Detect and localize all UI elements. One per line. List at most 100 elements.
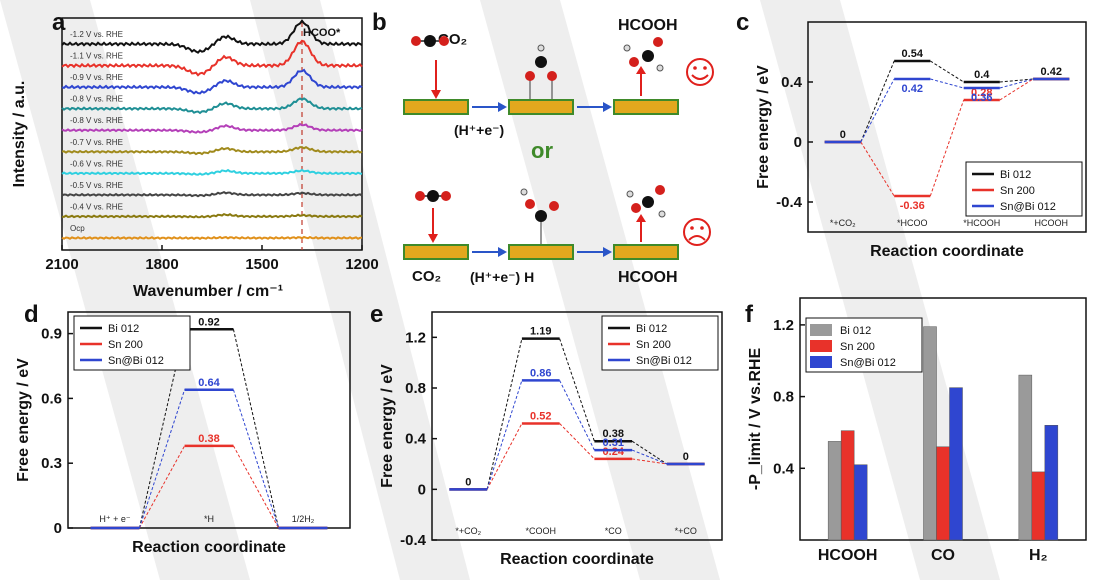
y-axis-title: Free energy / eV <box>379 364 396 488</box>
category-label: HCOOH <box>1035 218 1069 228</box>
panel-a-spectra: -1.2 V vs. RHE -1.1 V vs. RHE -0.9 V vs. R… <box>61 19 363 240</box>
spectrum-0-5-v-vs-rhe-7 <box>61 190 363 198</box>
hcooh-molecule-top <box>623 37 664 72</box>
bar-sn-200-co <box>936 446 950 541</box>
connector-sn-bi-012 <box>930 78 964 89</box>
spectrum-0-7-v-vs-rhe-5 <box>61 146 363 156</box>
spectrum-label: -0.4 V vs. RHE <box>70 202 123 211</box>
panel-b: b CO₂ (H⁺+e⁻) HCOOH <box>372 9 714 286</box>
legend-label: Sn 200 <box>108 339 143 351</box>
spectrum-label: Ocp <box>70 224 85 233</box>
x-axis-title: Reaction coordinate <box>870 243 1024 260</box>
bottom-product-label: HCOOH <box>618 269 678 286</box>
data-label: -0.36 <box>900 200 925 212</box>
spectrum-label: -0.9 V vs. RHE <box>70 73 123 82</box>
top-step-label: (H⁺+e⁻) <box>454 122 504 138</box>
panel-label-f: f <box>745 301 754 328</box>
data-label: 0.28 <box>971 87 992 99</box>
panel-a-frame <box>61 17 363 251</box>
y-tick-label: 0.9 <box>41 326 62 343</box>
y-tick-label: 0 <box>418 481 426 498</box>
connector-sn-bi-012 <box>559 380 595 451</box>
y-axis-title: Free energy / eV <box>755 65 772 189</box>
co2-molecule-bottom <box>415 190 451 202</box>
y-tick-label: -0.4 <box>400 532 427 549</box>
cooh-intermediate-bottom <box>520 188 559 245</box>
data-label: 0.54 <box>902 48 924 60</box>
data-label: 0.42 <box>902 83 923 95</box>
connector-bi-012 <box>232 329 280 529</box>
panel-label-e: e <box>370 301 383 328</box>
connector-sn-200 <box>139 445 185 529</box>
category-label: H⁺ + e⁻ <box>99 514 131 524</box>
x-axis-title: Reaction coordinate <box>500 551 654 568</box>
spectrum-0-9-v-vs-rhe-2 <box>61 68 363 95</box>
panel-a: a 2100 1800 1500 1200 -1.2 V vs. RHE -1.1 V … <box>11 9 379 300</box>
legend-label: Sn 200 <box>636 339 671 351</box>
data-label: 0.38 <box>198 433 219 445</box>
catalyst-pad-3 <box>613 99 679 115</box>
data-label: 0 <box>465 476 471 488</box>
spectrum-label: -1.1 V vs. RHE <box>70 52 123 61</box>
panel-d: 0 0.3 0.6 0.9 0.92 0.38 0.64 H⁺ + e⁻ *H 1/2H₂ Reac… <box>15 311 351 556</box>
connector-bi-012 <box>631 440 668 465</box>
hcoo-annotation: HCOO* <box>303 27 341 39</box>
bottom-step-label: (H⁺+e⁻) H <box>470 269 534 285</box>
y-tick-label: 0.6 <box>41 390 62 407</box>
legend-swatch-sn-bi-012 <box>810 356 832 368</box>
panel-label-c: c <box>736 9 749 36</box>
panel-label-a: a <box>52 9 66 36</box>
y-tick-label: -0.4 <box>776 194 803 211</box>
legend-label: Sn@Bi 012 <box>636 355 692 367</box>
legend-label: Sn@Bi 012 <box>108 355 164 367</box>
catalyst-pad-1 <box>403 99 469 115</box>
legend-swatch-sn-200 <box>810 340 832 352</box>
category-label: CO <box>931 547 955 564</box>
a-x-tick-label: 1200 <box>345 256 378 273</box>
connector-sn-200 <box>999 78 1034 101</box>
y-axis-title: -P_limit / V vs.RHE <box>747 348 764 491</box>
panel-c: -0.4 0 0.4 0 0.54 0.4 0.42 -0.36 0.28 0.42 0.36 *+C… <box>755 21 1087 260</box>
category-label: *+CO₂ <box>455 526 481 536</box>
category-label: *+CO₂ <box>830 218 856 228</box>
smiley-face-icon <box>686 58 714 86</box>
category-label: *H <box>204 514 214 524</box>
legend-label: Bi 012 <box>636 323 667 335</box>
panel-f: 0.4 0.8 1.2 HCOOH CO H₂ -P_limit / V vs.RHE Bi … <box>747 297 1087 564</box>
connector-sn-200 <box>559 423 595 460</box>
catalyst-pad-6 <box>613 244 679 260</box>
sad-face-icon <box>683 218 711 246</box>
spectrum-0-8-v-vs-rhe-3 <box>61 97 363 115</box>
bar-sn-bi-012-hcooh <box>853 464 868 541</box>
legend-swatch-bi-012 <box>810 324 832 336</box>
co2-molecule-top <box>411 35 449 47</box>
y-tick-label: 0.8 <box>405 380 426 397</box>
spectrum-1-2-v-vs-rhe-0 <box>61 19 363 54</box>
connector-bi-012 <box>138 329 186 529</box>
data-label: 0.42 <box>1041 66 1062 78</box>
hcoo-intermediate-top <box>525 44 557 100</box>
spectrum-label: -0.6 V vs. RHE <box>70 159 123 168</box>
data-label: 1.19 <box>530 326 551 338</box>
panel-e: -0.400.40.81.201.190.3800.520.240.860.31… <box>379 311 723 568</box>
connector-bi-012 <box>559 338 595 442</box>
data-label: 0 <box>683 451 689 463</box>
bottom-co2-label: CO₂ <box>412 268 441 285</box>
category-label: *HCOO <box>897 218 928 228</box>
category-label: *HCOOH <box>963 218 1000 228</box>
category-label: HCOOH <box>818 547 878 564</box>
spectrum-label: -0.7 V vs. RHE <box>70 138 123 147</box>
panel-label-d: d <box>24 301 39 328</box>
data-label: 0.92 <box>198 316 219 328</box>
spectrum-label: -1.2 V vs. RHE <box>70 30 123 39</box>
connector-sn-200 <box>860 141 895 197</box>
legend-label: Sn 200 <box>840 341 875 353</box>
top-product-label: HCOOH <box>618 17 678 34</box>
catalyst-pad-5 <box>508 244 574 260</box>
bar-sn-bi-012-h <box>1044 425 1059 541</box>
legend-label: Bi 012 <box>840 325 871 337</box>
data-label: 0.38 <box>603 428 624 440</box>
panel-a-y-label: Intensity / a.u. <box>11 81 28 188</box>
y-tick-label: 0.4 <box>405 431 427 448</box>
data-label: 0.64 <box>198 377 220 389</box>
